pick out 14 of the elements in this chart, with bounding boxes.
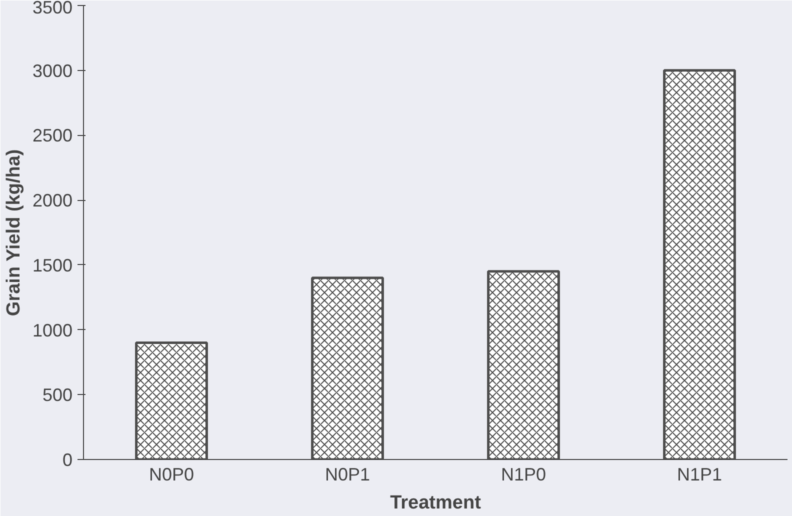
y-tick-label: 1000 [32,320,73,340]
x-tick-label: N1P1 [676,464,722,484]
x-tick-label: N1P0 [500,464,546,484]
y-tick-label: 3000 [32,60,73,81]
y-tick-label: 2500 [32,126,73,146]
y-tick-label: 3500 [32,0,73,18]
y-axis-title: Grain Yield (kg/ha) [3,149,24,316]
y-tick-label: 1500 [32,255,73,276]
x-axis-title: Treatment [390,492,482,514]
x-tick-label: N0P0 [148,464,194,484]
y-tick-label: 0 [62,450,73,470]
y-tick-label: 2000 [32,190,73,211]
y-tick-label: 500 [42,385,73,406]
x-tick-label: N0P1 [324,464,370,484]
